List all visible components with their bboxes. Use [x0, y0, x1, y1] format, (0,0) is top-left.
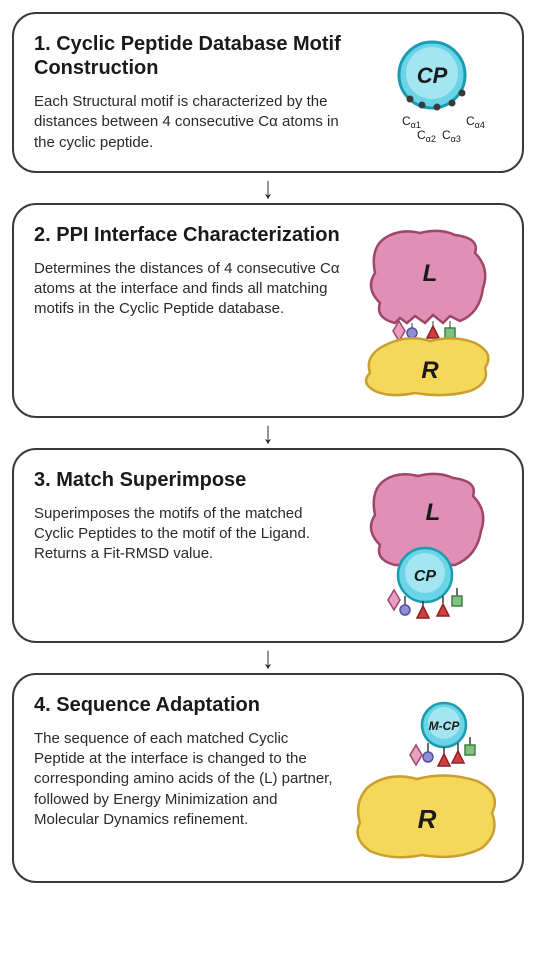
- step-3-illustration: L CP: [352, 468, 502, 623]
- step-4-box: 4. Sequence Adaptation The sequence of e…: [12, 673, 524, 883]
- step-1-content: 1. Cyclic Peptide Database Motif Constru…: [34, 32, 352, 153]
- step-2-desc: Determines the distances of 4 consecutiv…: [34, 259, 342, 320]
- step-4-desc: The sequence of each matched Cyclic Pept…: [34, 729, 342, 830]
- step-2-title: 2. PPI Interface Characterization: [34, 223, 342, 247]
- step-2-illustration: L R: [352, 223, 502, 398]
- step-3-desc: Superimposes the motifs of the matched C…: [34, 504, 342, 565]
- cp-label: CP: [417, 63, 448, 88]
- arrow-1: [12, 177, 524, 199]
- ca2-label: Cα2: [417, 128, 436, 144]
- step-4-illustration: M-CP R: [352, 693, 502, 863]
- ca3-label: Cα3: [442, 128, 461, 144]
- step-2-box: 2. PPI Interface Characterization Determ…: [12, 203, 524, 418]
- MCP-label: M-CP: [429, 719, 461, 733]
- step-4-title: 4. Sequence Adaptation: [34, 693, 342, 717]
- step-1-title: 1. Cyclic Peptide Database Motif Constru…: [34, 32, 342, 80]
- step-3-title: 3. Match Superimpose: [34, 468, 342, 492]
- CP-label-3: CP: [413, 568, 436, 585]
- arrow-3: [12, 647, 524, 669]
- R-label: R: [421, 357, 439, 384]
- L-label: L: [422, 260, 437, 287]
- arrow-2: [12, 422, 524, 444]
- step-3-box: 3. Match Superimpose Superimposes the mo…: [12, 448, 524, 643]
- step-4-content: 4. Sequence Adaptation The sequence of e…: [34, 693, 352, 863]
- step-2-content: 2. PPI Interface Characterization Determ…: [34, 223, 352, 398]
- step-1-desc: Each Structural motif is characterized b…: [34, 92, 342, 153]
- R-label-4: R: [418, 804, 437, 834]
- ca4-label: Cα4: [466, 114, 485, 130]
- step-1-illustration: CP Cα1 Cα2 Cα3 Cα4: [352, 32, 502, 153]
- step-3-content: 3. Match Superimpose Superimposes the mo…: [34, 468, 352, 623]
- step-1-box: 1. Cyclic Peptide Database Motif Constru…: [12, 12, 524, 173]
- L-label-3: L: [425, 499, 440, 526]
